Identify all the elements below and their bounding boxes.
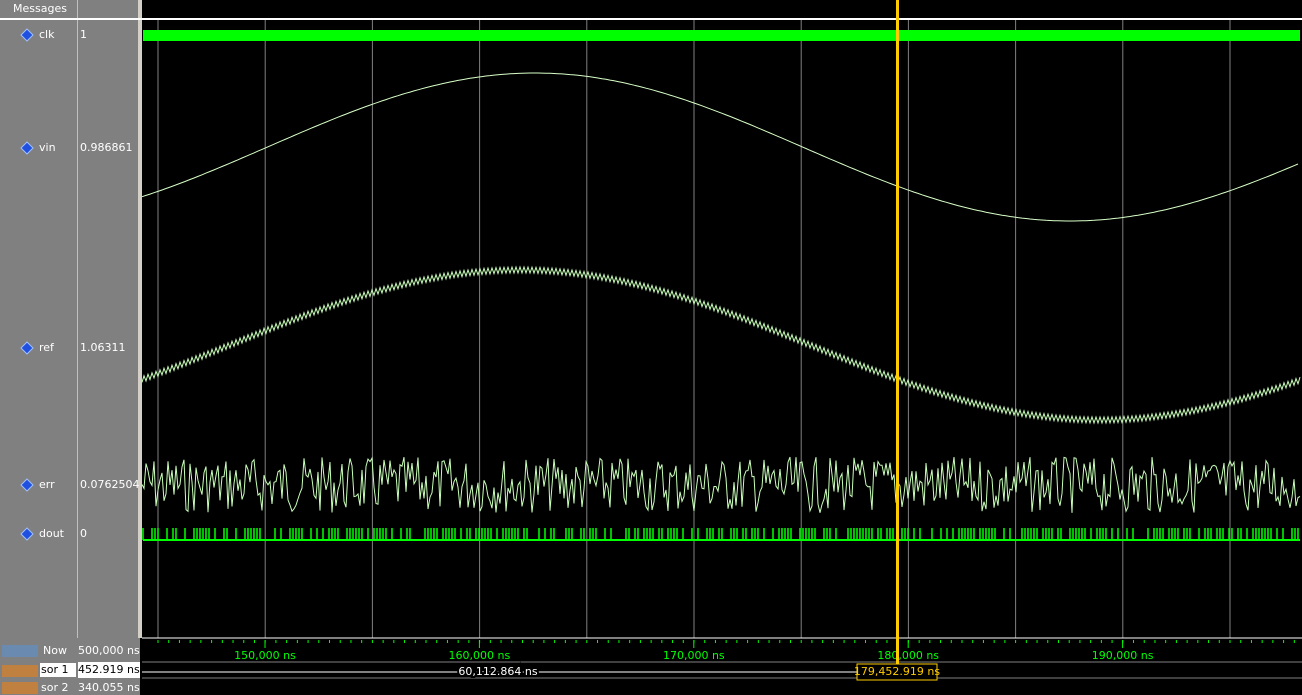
signal-value: 0.0762504 xyxy=(80,478,140,491)
cursor-line[interactable] xyxy=(896,0,899,664)
ruler-label: 160,000 ns xyxy=(449,649,511,662)
waves xyxy=(141,30,1301,541)
name-panel xyxy=(0,0,78,695)
cursor1-icons[interactable] xyxy=(2,665,38,677)
signal-icon xyxy=(20,527,34,541)
header-rule xyxy=(0,18,1302,20)
ruler-label: 180,000 ns xyxy=(877,649,939,662)
divider xyxy=(77,0,78,638)
signal-rows: clk 1 vin 0.986861 ref 1.06311 err 0.0762504 dou… xyxy=(20,28,140,541)
now-value: 500,000 ns xyxy=(78,644,140,657)
wave-area xyxy=(142,0,1302,638)
signal-name[interactable]: dout xyxy=(39,527,65,540)
cursor2-label[interactable]: sor 2 xyxy=(41,681,68,694)
cursor2-value: 340.055 ns xyxy=(78,681,140,694)
signal-value: 1 xyxy=(80,28,87,41)
ruler: 150,000 ns 160,000 ns 170,000 ns 180,000 ns… xyxy=(157,640,1295,662)
signal-name[interactable]: vin xyxy=(39,141,56,154)
signal-icon xyxy=(20,341,34,355)
dout-wave xyxy=(142,528,1299,540)
cursor-time: 179,452.919 ns xyxy=(854,665,940,678)
ruler-label: 170,000 ns xyxy=(663,649,725,662)
signal-value: 1.06311 xyxy=(80,341,126,354)
now-icons[interactable] xyxy=(2,645,38,657)
signal-value: 0.986861 xyxy=(80,141,133,154)
footer xyxy=(0,638,1302,695)
cursor1-label[interactable]: sor 1 xyxy=(41,663,68,676)
cursor2-icons[interactable] xyxy=(2,682,38,694)
signal-value: 0 xyxy=(80,527,87,540)
now-label: Now xyxy=(43,644,67,657)
header-title: Messages xyxy=(13,2,67,15)
signal-name[interactable]: clk xyxy=(39,28,55,41)
signal-name[interactable]: ref xyxy=(39,341,55,354)
value-panel xyxy=(78,0,140,695)
vin-wave xyxy=(141,72,1299,222)
signal-icon xyxy=(20,28,34,42)
signal-icon xyxy=(20,478,34,492)
splitter xyxy=(138,0,142,695)
signal-name[interactable]: err xyxy=(39,478,55,491)
signal-icon xyxy=(20,141,34,155)
cursor-delta: 60,112.864 ns xyxy=(458,665,537,678)
ruler-label: 190,000 ns xyxy=(1092,649,1154,662)
cursor1-label-box xyxy=(40,663,76,677)
cursor1-value: 452.919 ns xyxy=(78,663,140,676)
clk-wave xyxy=(143,30,1300,41)
cursor-value-box xyxy=(78,662,140,678)
ruler-label: 150,000 ns xyxy=(234,649,296,662)
ref-wave xyxy=(141,265,1301,425)
err-wave xyxy=(141,456,1301,513)
